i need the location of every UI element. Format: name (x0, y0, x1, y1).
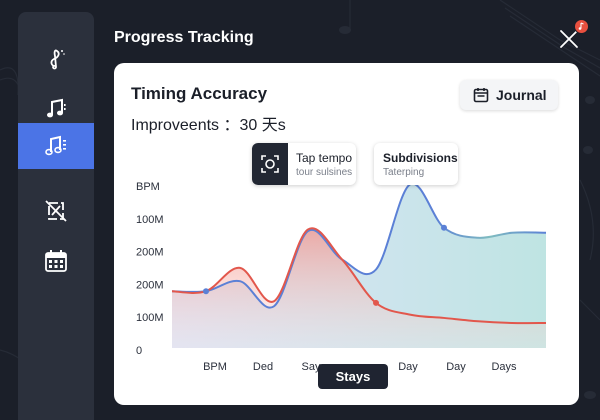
tap-tempo-toggle[interactable]: Tap tempo tour sulsines (252, 143, 356, 185)
y-tick-label: 0 (136, 345, 142, 357)
y-tick-label: 200M (136, 279, 164, 291)
close-button[interactable] (552, 20, 586, 54)
tap-tempo-label: Tap tempo (296, 151, 353, 165)
series-line-red (171, 227, 547, 325)
treble-clef-icon (50, 49, 65, 70)
x-tick-label: Day (446, 361, 466, 373)
subdivisions-label: Subdivisions (383, 151, 458, 165)
close-icon (560, 30, 578, 48)
page-title: Progress Tracking (114, 29, 254, 46)
stays-button[interactable]: Stays (318, 364, 388, 389)
sidebar (18, 12, 94, 420)
card-title: Timing Accuracy (131, 84, 268, 103)
music-notes-icon (47, 98, 66, 118)
chart-data-point (441, 224, 447, 231)
stays-label: Stays (335, 369, 371, 384)
x-tick-label: Say (302, 361, 321, 373)
card-subtitle: Improveents ：30 天s (131, 117, 286, 134)
tap-target-icon (261, 155, 279, 173)
x-tick-label: Days (491, 361, 517, 373)
sidebar-item-metronome-off[interactable] (18, 188, 94, 234)
y-tick-label: 100M (136, 214, 164, 226)
journal-label: Journal (496, 87, 547, 103)
tap-tempo-caption: tour sulsines (296, 167, 353, 178)
chart-data-point (203, 288, 209, 295)
y-tick-label: 200M (136, 247, 164, 259)
series-area-red (172, 228, 546, 348)
x-tick-label: Day (398, 361, 418, 373)
x-tick-label: Ded (253, 361, 273, 373)
y-tick-label: 100M (136, 312, 164, 324)
music-list-icon (45, 135, 66, 156)
music-note-badge-icon (578, 22, 584, 30)
sidebar-item-clef[interactable] (18, 34, 94, 80)
subdivisions-caption: Taterping (383, 167, 425, 178)
no-metronome-icon (45, 200, 67, 222)
calendar-icon (473, 88, 489, 103)
sidebar-item-calendar[interactable] (18, 238, 94, 284)
y-tick-label: BPM (136, 181, 160, 193)
sidebar-item-notes[interactable] (18, 86, 94, 132)
series-line-blue (171, 182, 547, 309)
subdivisions-toggle[interactable]: Subdivisions Taterping (374, 143, 458, 185)
notification-badge (574, 19, 589, 34)
sidebar-item-music-list[interactable] (18, 123, 94, 169)
timing-accuracy-chart: BPM 100M 200M 200M 100M 0 BPM Ded Say Day Day Days (136, 181, 547, 373)
timing-accuracy-card: Timing Accuracy Improveents ：30 天s Journ… (114, 63, 579, 405)
calendar-icon (45, 250, 67, 272)
journal-button[interactable]: Journal (460, 80, 558, 110)
chart-data-point (373, 299, 379, 306)
x-tick-label: BPM (203, 361, 227, 373)
